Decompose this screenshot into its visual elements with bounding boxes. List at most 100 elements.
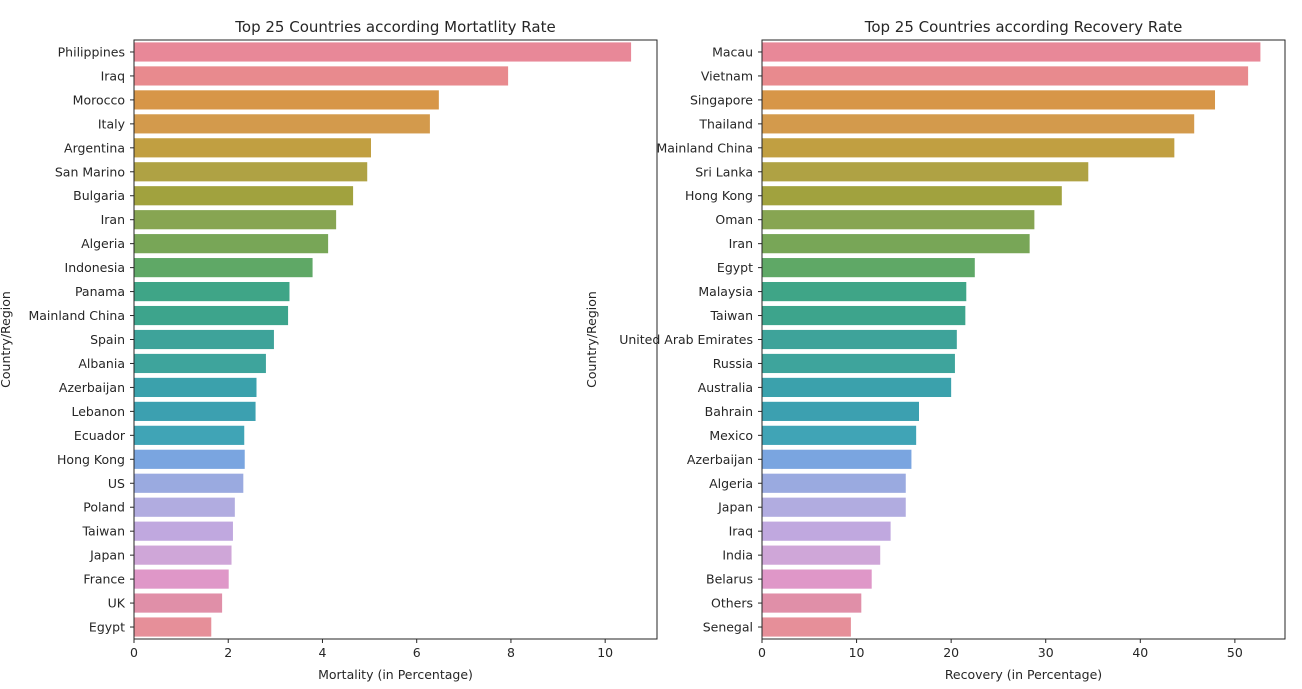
y-tick-label: Malaysia: [698, 284, 753, 299]
y-tick-label: Algeria: [709, 476, 753, 491]
bar-australia: [762, 377, 952, 398]
bar-russia: [762, 353, 955, 374]
bar-thailand: [762, 114, 1195, 134]
x-tick-label: 2: [224, 645, 232, 660]
bar-united-arab-emirates: [762, 329, 957, 350]
y-tick-label: Indonesia: [65, 260, 125, 275]
bar-san-marino: [134, 162, 368, 182]
bar-france: [134, 569, 229, 589]
chart-panel-2: Macau Vietnam Singapore Thailand Mainland Ch…: [584, 18, 1286, 682]
y-tick-label: Philippines: [58, 44, 125, 59]
x-tick-label: 4: [318, 645, 326, 660]
x-axis-label: Recovery (in Percentage): [945, 667, 1102, 682]
y-axis-label: Country/Region: [584, 291, 599, 388]
x-tick-label: 8: [507, 645, 515, 660]
bar-iraq: [762, 521, 891, 541]
y-tick-label: Taiwan: [81, 524, 125, 539]
y-tick-label: Mexico: [709, 428, 753, 443]
bar-indonesia: [134, 258, 313, 278]
bar-mainland-china: [134, 305, 289, 326]
bar-singapore: [762, 90, 1216, 110]
bar-bahrain: [762, 401, 919, 421]
bar-iraq: [134, 66, 509, 86]
bar-mexico: [762, 425, 917, 445]
bar-oman: [762, 210, 1035, 230]
y-tick-label: Spain: [90, 332, 125, 347]
bar-belarus: [762, 569, 872, 589]
x-tick-label: 50: [1227, 645, 1243, 660]
y-tick-label: Egypt: [717, 260, 753, 275]
y-tick-label: Morocco: [73, 92, 125, 107]
bar-vietnam: [762, 66, 1249, 86]
bar-hong-kong: [134, 449, 245, 469]
y-tick-label: Azerbaijan: [59, 380, 125, 395]
bar-bulgaria: [134, 186, 354, 206]
y-tick-label: Japan: [89, 548, 125, 563]
y-tick-label: Iran: [101, 212, 125, 227]
bar-azerbaijan: [134, 377, 257, 398]
y-tick-label: Panama: [75, 284, 125, 299]
y-tick-label: Algeria: [81, 236, 125, 251]
bar-lebanon: [134, 401, 256, 421]
bar-algeria: [762, 473, 906, 493]
bar-macau: [762, 42, 1261, 62]
x-tick-label: 0: [130, 645, 138, 660]
y-tick-label: UK: [108, 596, 126, 611]
y-tick-label: Hong Kong: [685, 188, 753, 203]
y-tick-label: Oman: [715, 212, 753, 227]
bar-spain: [134, 329, 274, 350]
bar-philippines: [134, 42, 632, 62]
bar-senegal: [762, 617, 851, 637]
y-tick-label: India: [722, 548, 753, 563]
y-tick-label: Australia: [698, 380, 753, 395]
y-tick-label: Iran: [729, 236, 753, 251]
bar-argentina: [134, 138, 371, 158]
y-tick-label: Bahrain: [705, 404, 753, 419]
bar-mainland-china: [762, 138, 1175, 158]
bar-taiwan: [762, 305, 966, 326]
y-tick-label: Macau: [712, 44, 753, 59]
y-tick-label: Vietnam: [701, 68, 753, 83]
bar-others: [762, 593, 862, 613]
bar-algeria: [134, 234, 329, 254]
y-tick-label: Azerbaijan: [687, 452, 753, 467]
y-tick-label: Thailand: [698, 116, 753, 131]
y-tick-label: Senegal: [703, 620, 753, 635]
x-tick-label: 40: [1132, 645, 1148, 660]
chart-title: Top 25 Countries according Mortatlity Ra…: [234, 18, 555, 36]
bar-uk: [134, 593, 223, 613]
bar-malaysia: [762, 281, 967, 302]
y-tick-label: Ecuador: [74, 428, 126, 443]
y-tick-label: Bulgaria: [73, 188, 125, 203]
y-tick-label: Lebanon: [71, 404, 125, 419]
y-tick-label: Poland: [83, 500, 125, 515]
bar-japan: [134, 545, 232, 565]
bar-japan: [762, 497, 906, 517]
bar-india: [762, 545, 881, 565]
x-tick-label: 0: [758, 645, 766, 660]
bar-us: [134, 473, 244, 493]
bar-azerbaijan: [762, 449, 912, 469]
bar-morocco: [134, 90, 439, 110]
y-tick-label: US: [108, 476, 125, 491]
y-tick-label: Mainland China: [28, 308, 125, 323]
y-tick-label: France: [83, 572, 125, 587]
bar-egypt: [134, 617, 212, 637]
y-tick-label: United Arab Emirates: [619, 332, 753, 347]
chart-panel-1: Philippines Iraq Morocco Italy Argentina San …: [0, 18, 658, 682]
x-tick-label: 10: [597, 645, 613, 660]
y-tick-label: Belarus: [706, 572, 753, 587]
bar-egypt: [762, 258, 975, 278]
y-tick-label: Iraq: [101, 68, 125, 83]
bar-sri-lanka: [762, 162, 1089, 182]
y-tick-label: Italy: [98, 116, 126, 131]
x-tick-label: 6: [413, 645, 421, 660]
bar-albania: [134, 353, 266, 374]
y-tick-label: Mainland China: [656, 140, 753, 155]
bar-hong-kong: [762, 186, 1062, 206]
y-tick-label: Singapore: [690, 92, 753, 107]
y-tick-label: Sri Lanka: [695, 164, 753, 179]
y-tick-label: Argentina: [64, 140, 125, 155]
bar-ecuador: [134, 425, 245, 445]
bar-panama: [134, 281, 290, 302]
